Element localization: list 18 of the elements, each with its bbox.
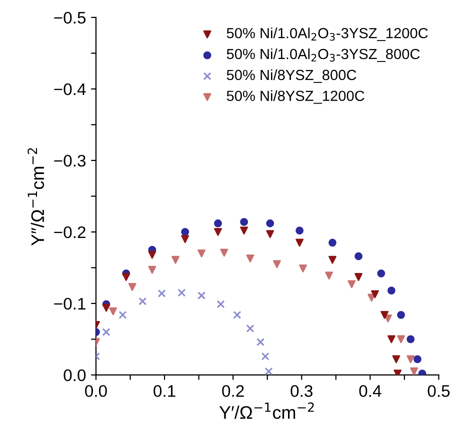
x-tick-label: 0.4 <box>359 385 382 397</box>
y-tick-label: −0.4 <box>54 83 86 96</box>
y-tick-label: −0.1 <box>54 298 86 310</box>
y-tick-label: 0.0 <box>64 369 86 382</box>
legend-label: 50% Ni/1.0Al$_{2}$O$_{3}$-3YSZ_1200C <box>226 28 428 42</box>
x-axis-title: Y′/Ω$^{−1}$cm$^{−2}$ <box>219 402 314 419</box>
y-tick-label: −0.2 <box>54 226 86 238</box>
y-axis-title: Y″/Ω$^{−1}$cm$^{−2}$ <box>28 148 44 246</box>
legend-label: 50% Ni/8YSZ_1200C <box>226 90 364 104</box>
y-tick-label: −0.3 <box>54 154 86 167</box>
x-tick-label: 0.2 <box>222 385 244 397</box>
x-tick-label: 0.0 <box>85 385 107 397</box>
legend-label: 50% Ni/1.0Al$_{2}$O$_{3}$-3YSZ_800C <box>226 48 420 62</box>
x-tick-label: 0.5 <box>428 385 450 397</box>
y-tick-label: −0.5 <box>54 12 86 24</box>
x-tick-label: 0.1 <box>154 385 176 397</box>
legend-label: 50% Ni/8YSZ_800C <box>226 69 356 83</box>
x-tick-label: 0.3 <box>290 385 312 397</box>
